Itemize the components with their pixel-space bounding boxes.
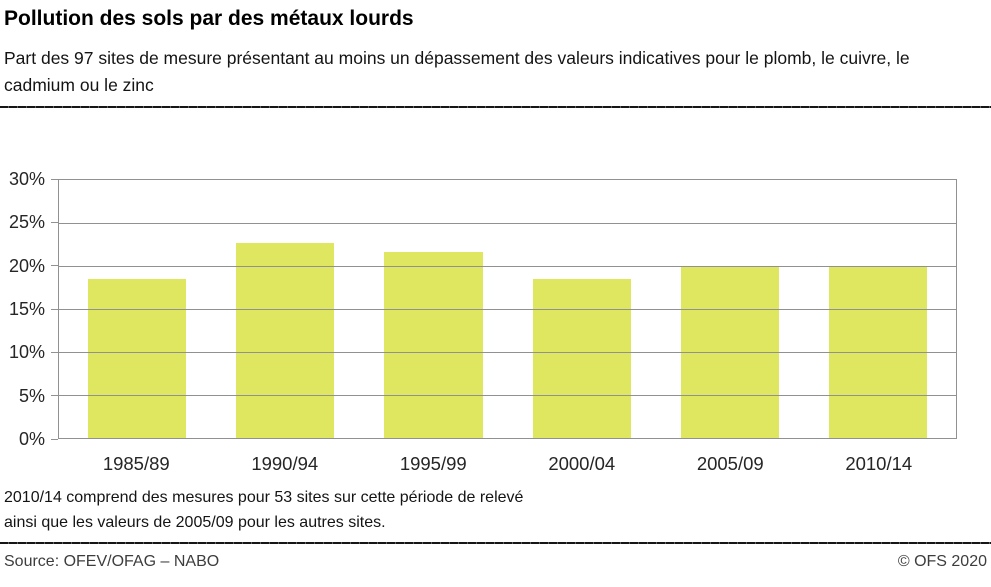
y-tick-mark (51, 265, 58, 267)
x-axis-label-2010-14: 2010/14 (845, 453, 913, 474)
y-tick-mark (51, 395, 58, 397)
y-axis: 0% 5% 10% 15% 20% 25% 30% (0, 169, 58, 449)
gridline-10% (59, 351, 956, 353)
y-tick-mark (51, 308, 58, 310)
plot-area (58, 179, 957, 439)
gridline-5% (59, 394, 956, 396)
chart-footnote: 2010/14 comprend des mesures pour 53 sit… (4, 485, 987, 535)
y-tick-label-15%: 15% (8, 299, 45, 319)
bar-1985-89 (88, 278, 187, 438)
source-label: Source: OFEV/OFAG – NABO (4, 553, 220, 570)
bar-1995-99 (384, 252, 483, 438)
copyright-label: © OFS 2020 (897, 553, 987, 570)
page-title: Pollution des sols par des métaux lourds (4, 7, 414, 30)
header-divider (0, 106, 991, 108)
x-axis-label-2005-09: 2005/09 (696, 453, 764, 474)
x-axis-label-2000-04: 2000/04 (548, 453, 616, 474)
y-tick-mark (51, 221, 58, 223)
y-tick-mark (51, 438, 58, 440)
gridline-20% (59, 265, 956, 267)
footnote-line-1: 2010/14 comprend des mesures pour 53 sit… (4, 489, 524, 506)
y-tick-label-0%: 0% (18, 429, 45, 449)
footer: Source: OFEV/OFAG – NABO © OFS 2020 (0, 553, 991, 571)
x-axis-label-1985-89: 1985/89 (102, 453, 170, 474)
x-axis: 1985/89 1990/94 1995/99 2000/04 2005/09 2010/… (58, 453, 957, 475)
y-tick-mark (51, 178, 58, 180)
gridline-25% (59, 222, 956, 224)
y-tick-label-25%: 25% (8, 212, 45, 233)
y-tick-label-20%: 20% (8, 255, 45, 276)
y-tick-mark (51, 351, 58, 353)
chart-subtitle: Part des 97 sites de mesure présentant a… (4, 48, 910, 95)
y-tick-label-30%: 30% (8, 169, 45, 189)
x-axis-label-1990-94: 1990/94 (251, 453, 319, 474)
bar-chart: 0% 5% 10% 15% 20% 25% 30% 1985/89 1990/94 1995/9… (0, 162, 991, 477)
x-axis-label-1995-99: 1995/99 (399, 453, 467, 474)
bar-1990-94 (236, 242, 335, 438)
bar-2000-04 (532, 278, 631, 438)
gridline-15% (59, 308, 956, 310)
footer-divider (0, 542, 991, 544)
footnote-line-2: ainsi que les valeurs de 2005/09 pour le… (4, 514, 386, 531)
y-tick-label-5%: 5% (18, 385, 45, 406)
y-tick-label-10%: 10% (8, 342, 45, 363)
